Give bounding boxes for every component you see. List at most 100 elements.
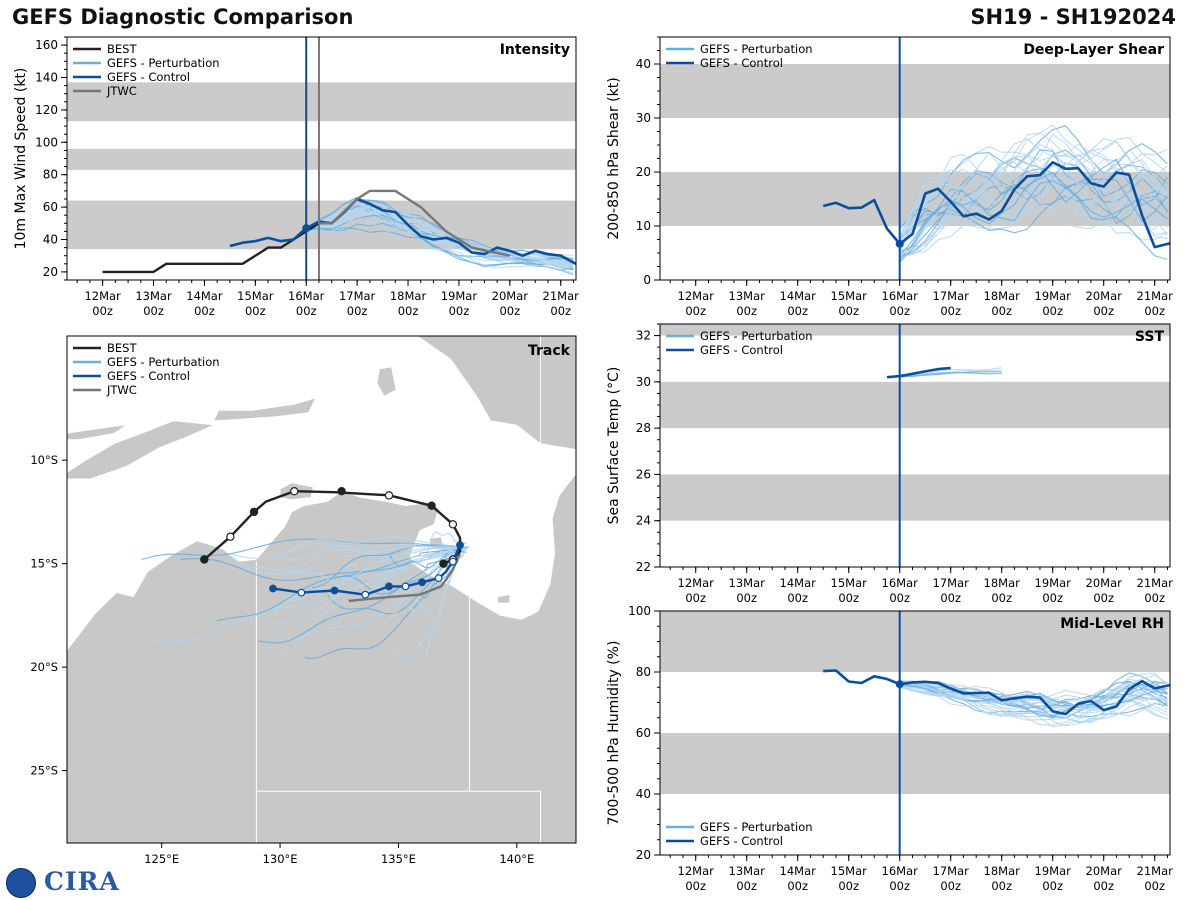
perturbation-track-line (258, 546, 459, 644)
y-axis-label: Sea Surface Temp (°C) (606, 367, 622, 525)
best-track-point (427, 501, 436, 510)
control-track-point (361, 590, 370, 599)
perturbation-track-line (216, 547, 460, 622)
perturbation-track-line (285, 546, 457, 655)
perturbation-member-line (899, 686, 1168, 723)
y-tick-label: 160 (35, 38, 58, 52)
plot-area (67, 82, 576, 276)
best-track-point (448, 520, 458, 529)
x-tick-sublabel: 00z (940, 304, 961, 318)
legend-label: JTWC (106, 383, 137, 397)
control-line (229, 197, 576, 265)
flores-island (67, 424, 127, 440)
control-track-point (330, 586, 339, 595)
perturbation-member-line (306, 207, 574, 264)
x-tick-label: 16Mar (882, 864, 919, 878)
legend-label: GEFS - Control (107, 70, 190, 84)
perturbation-track-line (287, 546, 464, 594)
perturbation-track-line (180, 546, 469, 582)
latitude-label: 25°S (30, 764, 58, 778)
threshold-band (660, 324, 1170, 336)
x-tick-sublabel: 00z (1093, 591, 1114, 605)
x-tick-label: 19Mar (1035, 289, 1072, 303)
x-tick-label: 13Mar (729, 289, 766, 303)
x-tick-sublabel: 00z (787, 304, 808, 318)
x-tick-sublabel: 00z (991, 304, 1012, 318)
perturbation-member-line (899, 682, 1168, 714)
x-tick-sublabel: 00z (838, 304, 859, 318)
panel-title: Deep-Layer Shear (1023, 42, 1164, 58)
legend-label: GEFS - Control (700, 343, 783, 357)
y-tick-label: 30 (636, 375, 651, 389)
x-tick-label: 13Mar (135, 289, 172, 303)
x-tick-label: 17Mar (339, 289, 376, 303)
plot-area (660, 611, 1170, 794)
perturbation-member-line (899, 143, 1168, 248)
legend-label: GEFS - Control (700, 834, 783, 848)
y-tick-label: 100 (628, 604, 651, 618)
noaa-logo-icon (6, 868, 36, 898)
x-tick-label: 20Mar (1086, 576, 1123, 590)
longitude-label: 140°E (499, 852, 534, 866)
border-nt-qld (468, 596, 541, 843)
x-tick-sublabel: 00z (736, 879, 757, 893)
control-line (822, 161, 1170, 249)
y-tick-label: 28 (636, 421, 651, 435)
control-line (823, 669, 1170, 716)
panel-frame (659, 323, 1171, 568)
x-tick-label: 16Mar (882, 576, 919, 590)
y-tick-label: 20 (636, 165, 651, 179)
x-tick-label: 20Mar (1086, 864, 1123, 878)
control-line (886, 366, 951, 379)
x-tick-label: 18Mar (984, 864, 1021, 878)
perturbation-member-line (899, 194, 1168, 260)
x-tick-label: 21Mar (543, 289, 580, 303)
y-tick-label: 40 (636, 57, 651, 71)
x-tick-sublabel: 00z (1042, 879, 1063, 893)
perturbation-track-line (388, 546, 468, 660)
legend-label: GEFS - Perturbation (700, 42, 813, 56)
x-tick-label: 16Mar (288, 289, 325, 303)
control-track-point (456, 541, 464, 549)
x-tick-sublabel: 00z (736, 304, 757, 318)
x-tick-sublabel: 00z (296, 304, 317, 318)
x-tick-sublabel: 00z (449, 304, 470, 318)
x-tick-label: 21Mar (1137, 864, 1174, 878)
x-tick-sublabel: 00z (685, 304, 706, 318)
y-tick-label: 24 (636, 514, 651, 528)
x-tick-label: 12Mar (678, 289, 715, 303)
x-tick-sublabel: 00z (499, 304, 520, 318)
perturbation-member-line (306, 204, 574, 261)
control-track-point (385, 582, 393, 591)
x-tick-label: 12Mar (84, 289, 121, 303)
x-tick-sublabel: 00z (143, 304, 164, 318)
legend-label: BEST (107, 42, 137, 56)
y-tick-label: 60 (43, 200, 58, 214)
control-track-point (418, 578, 427, 587)
x-tick-label: 20Mar (492, 289, 529, 303)
legend-label: GEFS - Perturbation (107, 56, 220, 70)
x-tick-label: 19Mar (1035, 576, 1072, 590)
perturbation-track-line (267, 546, 463, 626)
x-tick-sublabel: 00z (550, 304, 571, 318)
new-guinea-landmass (416, 336, 576, 450)
perturbation-member-line (306, 215, 574, 274)
panel-sst: 22242628303212Mar00z13Mar00z14Mar00z15Ma… (606, 323, 1173, 605)
x-tick-label: 15Mar (831, 864, 868, 878)
latitude-label: 15°S (30, 557, 58, 571)
x-tick-sublabel: 00z (1144, 591, 1165, 605)
perturbation-member-line (899, 132, 1168, 238)
perturbation-member-line (899, 195, 1168, 263)
x-tick-sublabel: 00z (1093, 304, 1114, 318)
x-tick-sublabel: 00z (889, 591, 910, 605)
threshold-band (67, 82, 576, 122)
aru-islands (376, 366, 397, 397)
perturbation-member-line (899, 681, 1168, 707)
y-tick-label: 0 (643, 273, 651, 287)
y-tick-label: 60 (636, 726, 651, 740)
x-tick-sublabel: 00z (889, 304, 910, 318)
x-tick-label: 21Mar (1137, 289, 1174, 303)
y-tick-label: 22 (636, 560, 651, 574)
perturbation-member-line (899, 149, 1168, 242)
